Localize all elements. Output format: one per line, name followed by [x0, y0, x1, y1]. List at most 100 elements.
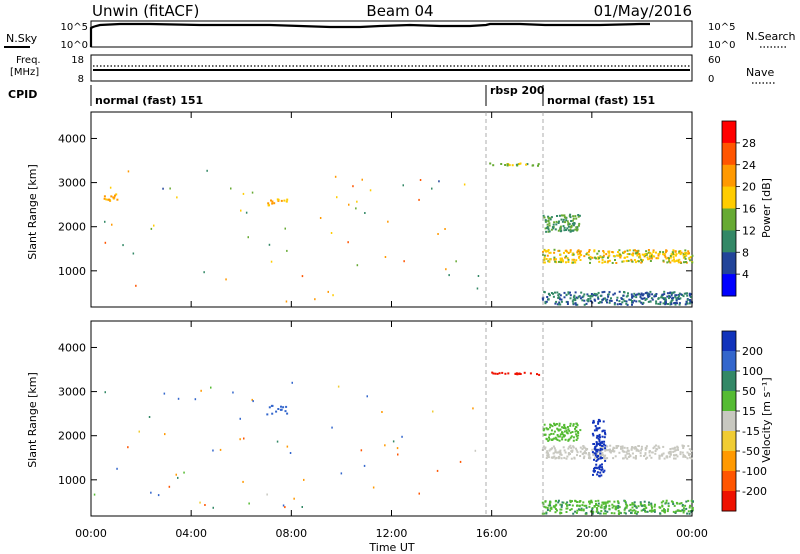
velocity-echo-cell	[594, 445, 597, 448]
velocity-echo-cell	[652, 509, 655, 512]
velocity-echo-cell	[548, 449, 551, 452]
velocity-echo-cell	[626, 457, 629, 460]
power-echo-cell	[565, 249, 568, 252]
power-echo-cell	[638, 254, 641, 257]
velocity-colorbar-cell	[722, 411, 736, 432]
power-echo-cell	[649, 290, 652, 293]
velocity-echo-cell	[598, 468, 601, 471]
power-echo-cell	[559, 294, 562, 297]
power-echo-cell	[652, 251, 655, 253]
power-echo-cell	[625, 259, 628, 262]
velocity-echo-cell	[599, 456, 602, 459]
velocity-colorbar-cells	[722, 331, 736, 512]
velocity-echo-cell	[564, 427, 567, 430]
velocity-echo-cell	[688, 448, 691, 451]
power-echo-cell	[599, 301, 602, 304]
power-echo-cell	[504, 164, 507, 166]
power-echo-cell	[674, 302, 677, 304]
power-echo-cell	[621, 301, 624, 304]
velocity-echo-cell	[496, 372, 499, 375]
power-echo-cell	[639, 256, 642, 259]
velocity-echo-cell	[559, 449, 562, 452]
velocity-echo-cell	[580, 507, 583, 510]
velocity-echo-cell	[631, 506, 634, 509]
velocity-echo-cell	[623, 511, 626, 514]
velocity-echo-cell	[633, 501, 636, 504]
velocity-echo-cell	[596, 456, 599, 458]
velocity-colorbar-cell	[722, 431, 736, 452]
velocity-echo-cell	[546, 454, 549, 457]
velocity-echo-cell	[599, 446, 602, 449]
power-echo-cell	[678, 292, 681, 295]
power-echo-cell	[640, 258, 643, 261]
velocity-echo-cell	[569, 422, 572, 425]
velocity-echo-cell	[554, 450, 557, 453]
power-echo-cell	[662, 253, 665, 256]
velocity-echo-cell	[504, 372, 507, 375]
power-echo-cell	[355, 207, 357, 210]
power-echo-cell	[587, 299, 590, 302]
velocity-echo-cell	[663, 457, 666, 460]
power-echo-cell	[601, 298, 604, 301]
power-echo-cell	[583, 293, 586, 296]
velocity-echo-cell	[650, 502, 653, 505]
power-echo-cell	[569, 249, 572, 252]
power-echo-cell	[670, 303, 673, 306]
velocity-echo-cell	[575, 449, 578, 452]
velocity-echo-cell	[243, 437, 245, 440]
velocity-echo-cell	[554, 436, 557, 439]
power-echo-cell	[559, 253, 561, 256]
power-echo-cell	[678, 294, 680, 297]
velocity-echo-cell	[606, 449, 609, 452]
power-echo-cell	[573, 222, 576, 225]
power-echo-cell	[557, 249, 560, 252]
velocity-echo-cell	[564, 451, 567, 454]
power-colorbar-cell	[722, 274, 736, 297]
power-echo-cell	[673, 291, 676, 294]
velocity-echo-cell	[498, 372, 501, 375]
power-echo-cell	[574, 291, 577, 294]
velocity-echo-cell	[634, 512, 637, 515]
power-echo-cell	[562, 218, 565, 221]
velocity-echo-cell	[669, 451, 672, 454]
power-echo-cell	[431, 187, 433, 190]
velocity-echo-cell	[622, 457, 625, 460]
power-echo-cell	[547, 298, 550, 301]
velocity-echo-cell	[606, 445, 609, 448]
power-echo-cell	[662, 251, 665, 254]
power-echo-cell	[577, 214, 580, 216]
freq-label-line2: [MHz]	[10, 67, 39, 78]
velocity-echo-cell	[651, 451, 654, 454]
power-echo-cell	[558, 301, 561, 304]
power-echo-cell	[645, 250, 648, 253]
cpid-segment-1: normal (fast) 151	[95, 94, 203, 107]
power-echo-cell	[418, 198, 420, 201]
power-echo-cell	[639, 295, 642, 298]
velocity-echo-cell	[589, 510, 592, 513]
power-echo-cell	[655, 257, 658, 260]
velocity-echo-cell	[640, 449, 642, 452]
power-echo-cell	[285, 200, 288, 203]
power-echo-cell	[589, 258, 592, 261]
velocity-echo-cell	[673, 447, 676, 450]
power-echo-cell	[635, 300, 638, 303]
velocity-echo-cell	[603, 440, 606, 443]
power-colorbar-tick-label: 24	[742, 159, 756, 172]
power-echo-cell	[347, 241, 349, 244]
power-echo-cell	[663, 253, 666, 255]
power-echo-cell	[572, 252, 575, 255]
power-echo-cell	[631, 303, 633, 306]
velocity-echo-cell	[546, 450, 549, 453]
velocity-colorbar-cell	[722, 351, 736, 372]
power-echo-cell	[608, 254, 611, 257]
velocity-echo-cell	[569, 444, 572, 447]
velocity-echo-cell	[183, 471, 185, 474]
velocity-echo-cell	[599, 420, 601, 423]
velocity-echo-cell	[553, 506, 556, 509]
power-echo-cell	[569, 294, 572, 297]
power-echo-cell	[518, 163, 521, 165]
power-echo-cell	[553, 258, 556, 261]
power-echo-cell	[575, 296, 578, 299]
power-echo-cell	[553, 251, 556, 254]
power-echo-cell	[628, 298, 631, 301]
